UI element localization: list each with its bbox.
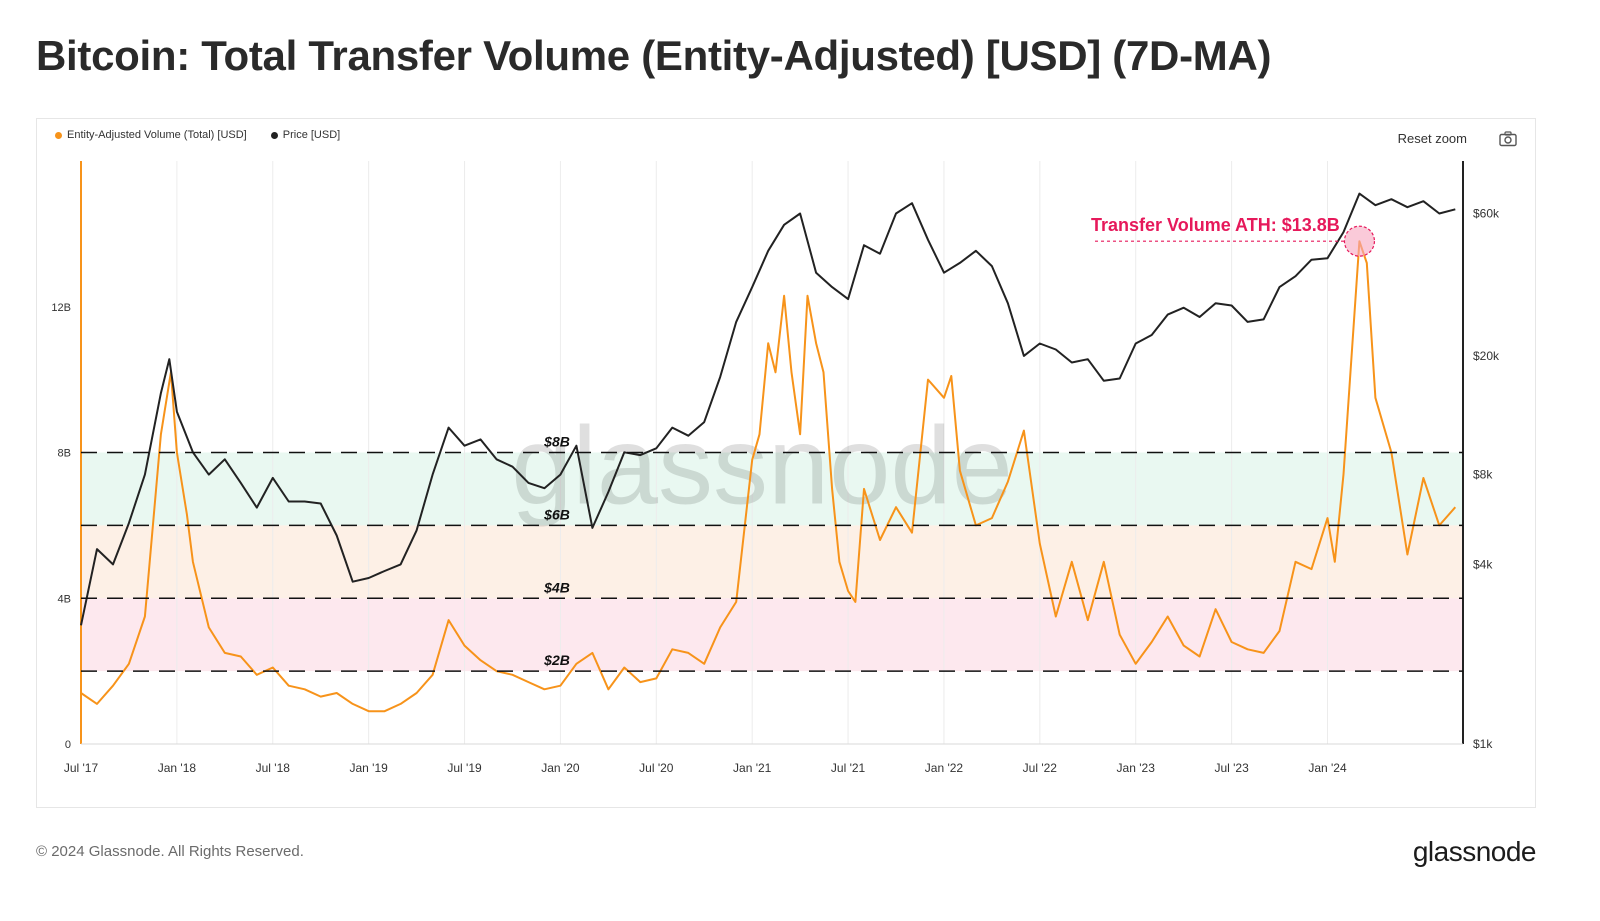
camera-icon[interactable] [1499,131,1517,147]
ath-marker [1343,225,1376,257]
x-tick-label-2: Jul '18 [256,761,291,775]
x-tick-label-12: Jul '23 [1214,761,1249,775]
x-tick-label-1: Jan '18 [158,761,197,775]
x-tick-label-5: Jan '20 [541,761,580,775]
y-right-tick-label-0: $1k [1473,737,1493,751]
legend-item-volume[interactable]: Entity-Adjusted Volume (Total) [USD] [55,129,247,141]
y-right-tick-label-2: $8k [1473,468,1493,482]
y-left-tick-label-2: 8B [58,448,71,460]
page-title: Bitcoin: Total Transfer Volume (Entity-A… [36,32,1272,79]
x-tick-label-10: Jul '22 [1023,761,1058,775]
y-left-tick-label-3: 12B [51,302,71,314]
y-left-tick-label-1: 4B [58,593,71,605]
series-line-volume [80,240,1457,713]
legend-dot-price [270,131,278,139]
band-1 [81,525,1463,599]
y-right-tick-label-3: $20k [1473,349,1500,363]
reference-label-0: $2B [543,652,570,668]
glassnode-logo[interactable]: glassnode [1412,836,1537,867]
watermark-text: glassnode [511,405,1013,528]
chart-card: Jul '17 Jan '18 Jul '18 Jan '19 Jul '19 Jan '… [36,118,1536,808]
legend-label-price: Price [USD] [282,129,341,141]
band-2 [81,452,1463,526]
reference-label-2: $6B [543,506,570,522]
band-0 [81,598,1463,672]
x-tick-label-11: Jan '23 [1117,761,1156,775]
x-tick-label-7: Jan '21 [733,761,772,775]
x-tick-label-13: Jan '24 [1308,761,1347,775]
x-tick-label-8: Jul '21 [831,761,866,775]
copyright-text: © 2024 Glassnode. All Rights Reserved. [36,843,304,860]
legend-dot-volume [55,131,62,139]
reference-label-3: $8B [543,434,570,450]
legend-item-price[interactable]: Price [USD] [270,129,341,141]
chart-legend: Entity-Adjusted Volume (Total) [USD] Pri… [55,129,340,141]
ath-annotation-label: Transfer Volume ATH: $13.8B [1091,215,1340,235]
series-line-price [80,192,1456,626]
x-tick-label-6: Jul '20 [639,761,674,775]
x-tick-label-3: Jan '19 [349,761,388,775]
x-tick-label-4: Jul '19 [447,761,482,775]
x-tick-label-9: Jan '22 [925,761,964,775]
x-tick-label-0: Jul '17 [64,761,99,775]
y-right-tick-label-4: $60k [1473,207,1500,221]
y-right-tick-label-1: $4k [1473,557,1493,571]
reference-label-1: $4B [543,579,570,595]
reset-zoom-button[interactable]: Reset zoom [1397,131,1467,146]
legend-label-volume: Entity-Adjusted Volume (Total) [USD] [67,129,247,141]
y-left-tick-label-0: 0 [65,739,71,751]
chart-svg: Jul '17 Jan '18 Jul '18 Jan '19 Jul '19 Jan '… [51,161,1500,775]
